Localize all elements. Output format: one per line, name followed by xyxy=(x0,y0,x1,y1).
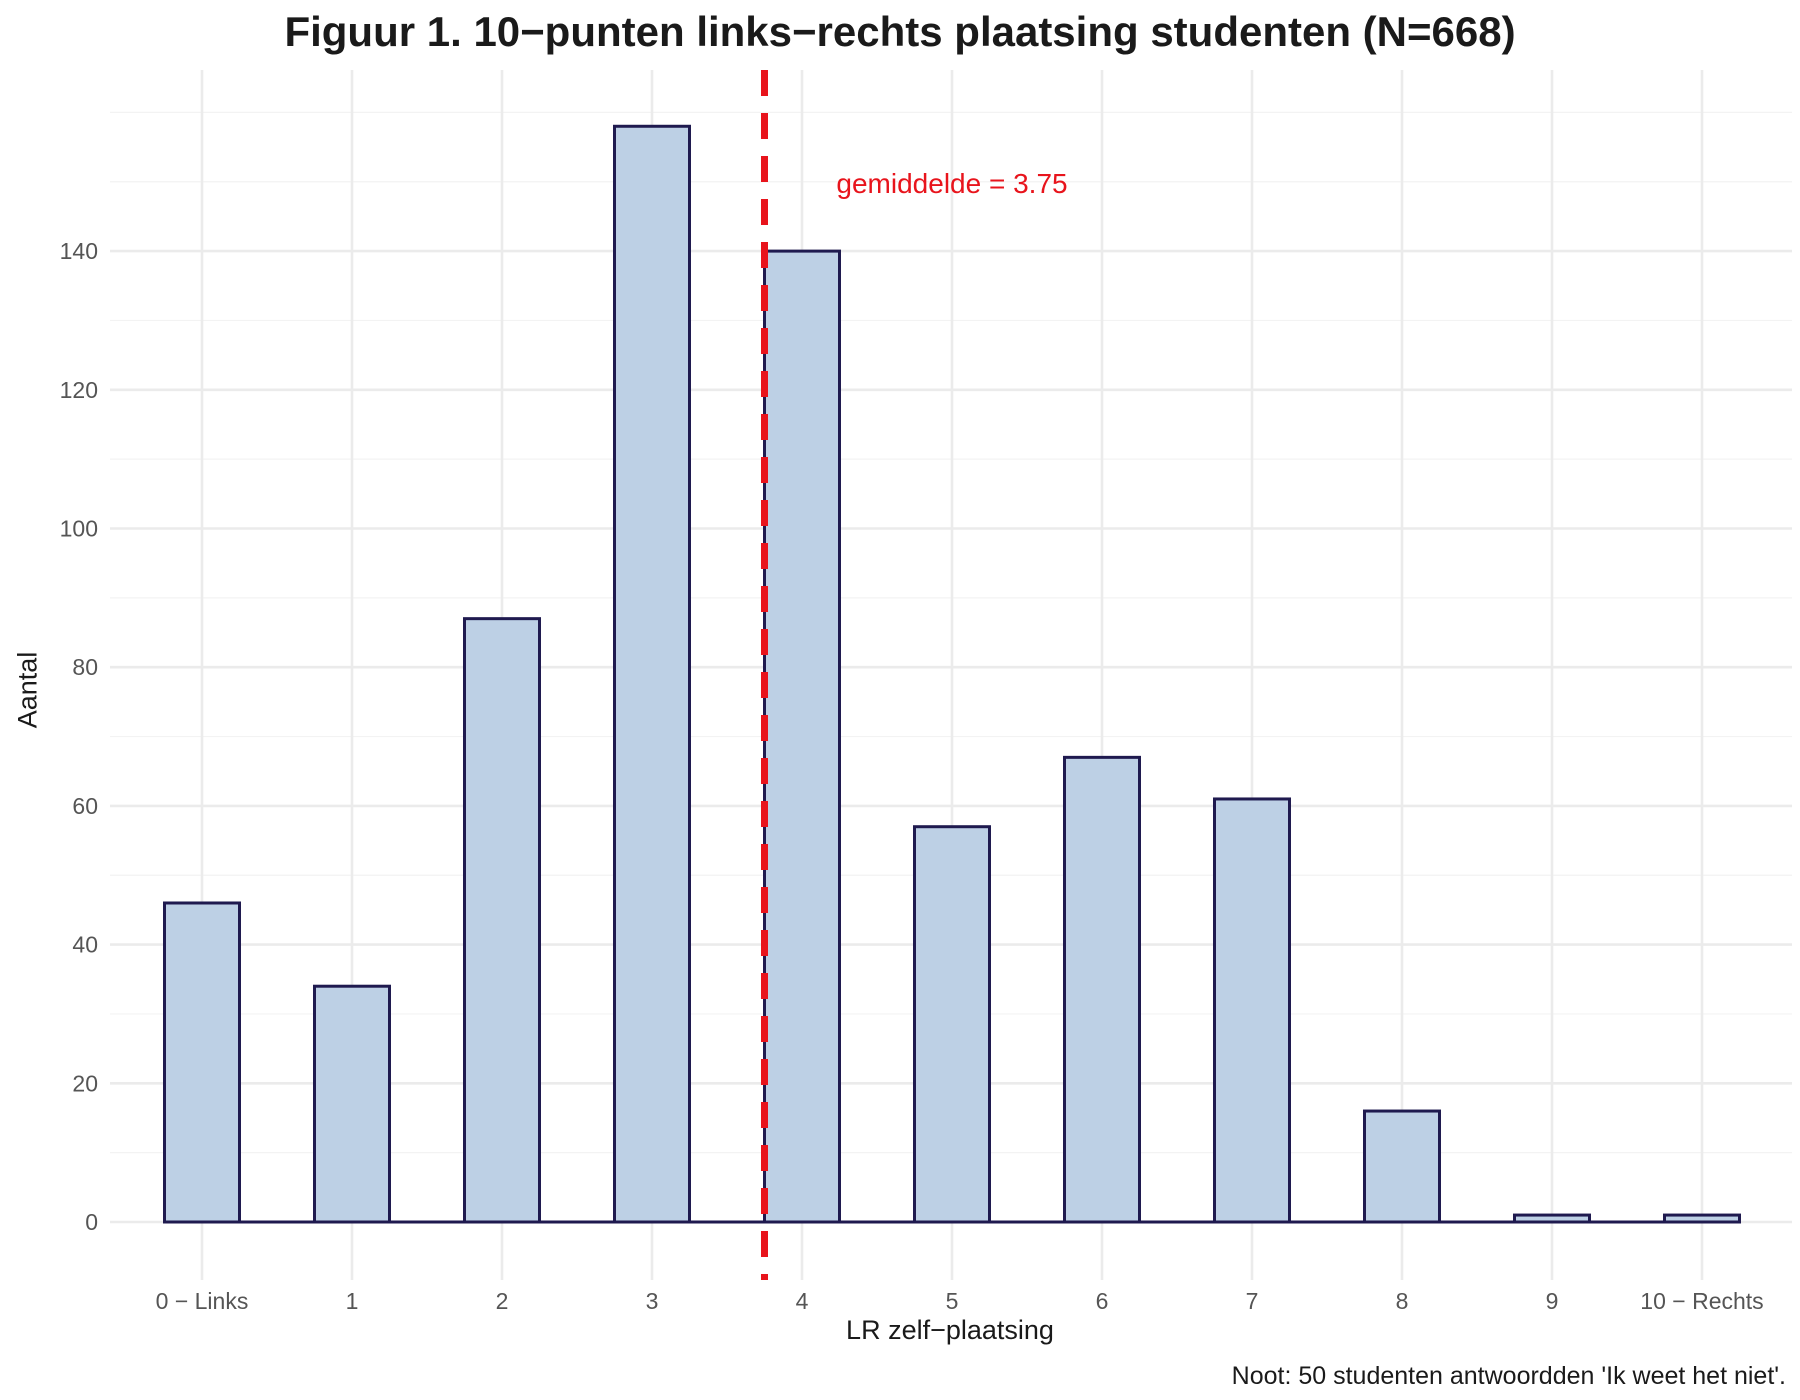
y-tick-label: 140 xyxy=(60,238,98,264)
x-tick-label: 1 xyxy=(346,1288,359,1314)
x-tick-label: 2 xyxy=(496,1288,509,1314)
x-tick-labels: 0 − Links 1 2 3 4 5 6 7 8 9 10 − Rechts xyxy=(156,1288,1764,1314)
y-tick-label: 80 xyxy=(72,654,98,680)
x-tick-label: 3 xyxy=(646,1288,659,1314)
y-tick-labels: 0 20 40 60 80 100 120 140 xyxy=(60,238,98,1235)
footnote: Noot: 50 studenten antwoordden 'Ik weet … xyxy=(1231,1362,1786,1390)
y-tick-label: 0 xyxy=(85,1209,98,1235)
bar-4 xyxy=(763,249,841,1224)
bar-0 xyxy=(163,901,241,1224)
x-tick-label: 7 xyxy=(1246,1288,1259,1314)
bar-7 xyxy=(1213,797,1291,1224)
y-tick-label: 20 xyxy=(72,1070,98,1096)
bar-8 xyxy=(1363,1109,1441,1224)
x-tick-label: 0 − Links xyxy=(156,1288,249,1314)
x-tick-label: 5 xyxy=(946,1288,959,1314)
y-tick-label: 100 xyxy=(60,516,98,542)
mean-line-group: gemiddelde = 3.75 xyxy=(761,70,1068,1280)
bar-3 xyxy=(613,124,691,1224)
bars xyxy=(163,124,1741,1224)
x-tick-label: 10 − Rechts xyxy=(1640,1288,1763,1314)
x-tick-label: 9 xyxy=(1546,1288,1559,1314)
bar-5 xyxy=(913,825,991,1224)
bar-2 xyxy=(463,617,541,1224)
x-tick-label: 6 xyxy=(1096,1288,1109,1314)
y-tick-label: 60 xyxy=(72,793,98,819)
x-tick-label: 4 xyxy=(796,1288,809,1314)
bar-6 xyxy=(1063,755,1141,1224)
y-tick-label: 120 xyxy=(60,377,98,403)
x-tick-label: 8 xyxy=(1396,1288,1409,1314)
bar-1 xyxy=(313,984,391,1224)
chart-title: Figuur 1. 10−punten links−rechts plaatsi… xyxy=(284,8,1516,55)
y-tick-label: 40 xyxy=(72,932,98,958)
x-axis-label: LR zelf−plaatsing xyxy=(846,1315,1054,1345)
mean-label: gemiddelde = 3.75 xyxy=(836,168,1067,199)
